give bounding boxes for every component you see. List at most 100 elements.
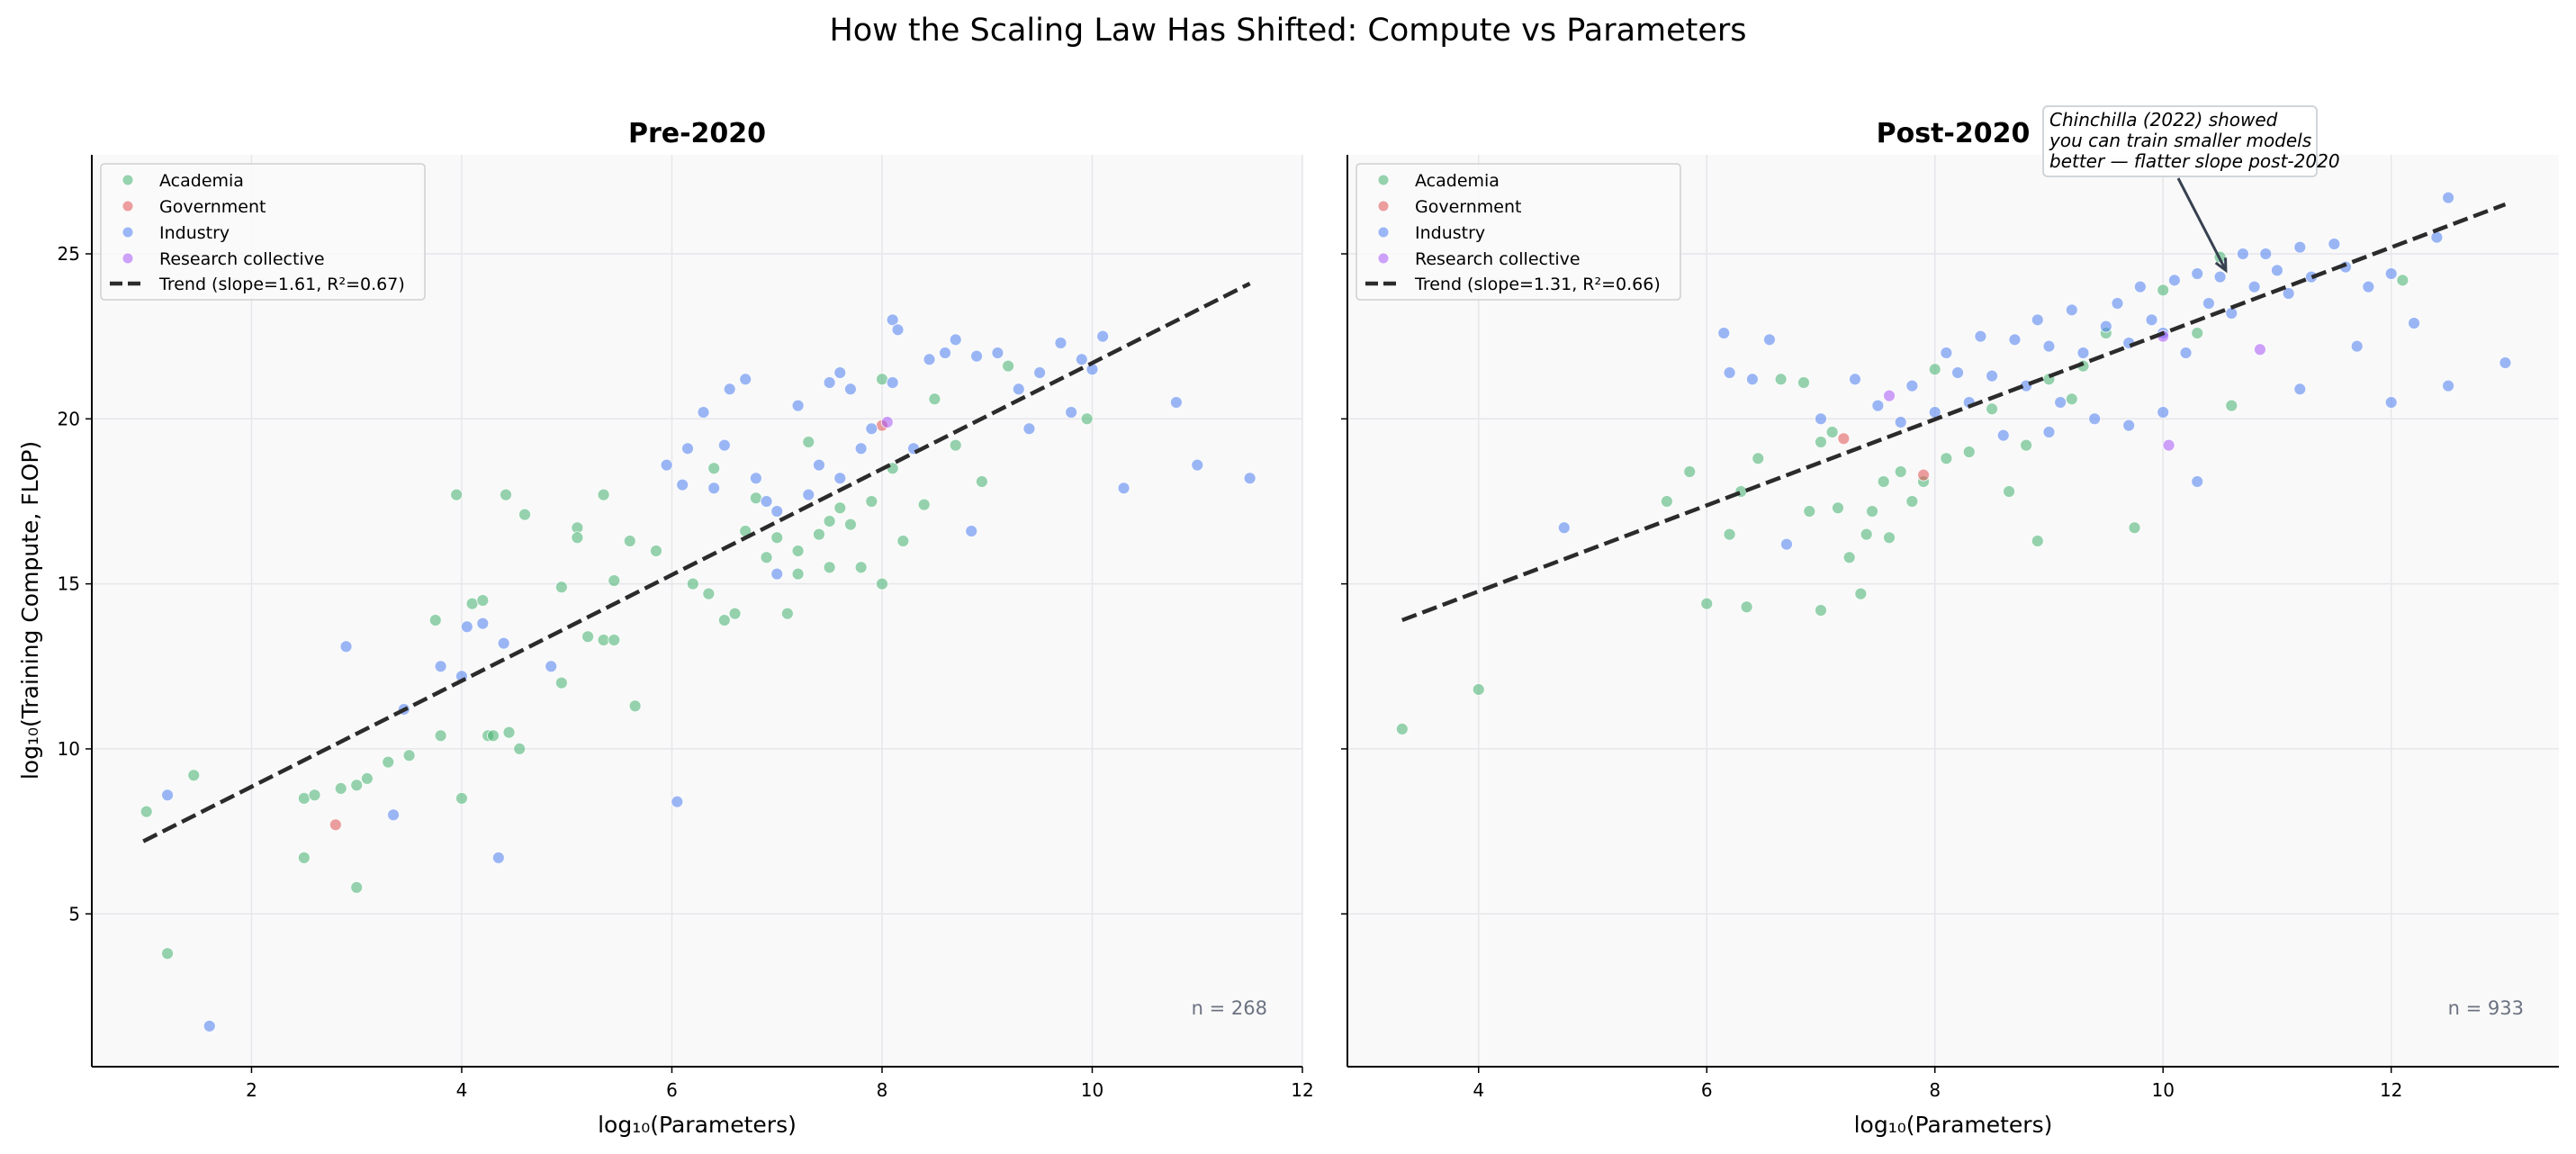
data-point-industry (2350, 339, 2364, 353)
x-tick-label: 8 (1929, 1079, 1941, 1101)
data-point-academia (513, 742, 527, 755)
data-point-industry (2191, 474, 2204, 488)
data-point-academia (760, 551, 773, 564)
data-point-research-collective (2253, 343, 2266, 356)
data-point-industry (891, 323, 905, 337)
data-point-industry (545, 660, 558, 673)
data-point-industry (2328, 237, 2341, 250)
data-point-industry (1065, 405, 1078, 419)
data-point-industry (697, 405, 710, 419)
data-point-industry (676, 478, 689, 491)
annotation-box (2042, 105, 2318, 177)
legend-marker-government (122, 201, 133, 212)
data-point-academia (2020, 438, 2033, 452)
data-point-industry (2282, 286, 2295, 300)
data-point-industry (2293, 240, 2307, 254)
data-point-industry (2042, 425, 2056, 438)
annotation-text: you can train smaller models (2049, 130, 2311, 151)
data-point-academia (518, 508, 532, 521)
data-point-industry (2293, 383, 2307, 396)
plot-area (92, 155, 1302, 1067)
data-point-industry (2430, 230, 2444, 244)
data-point-industry (2259, 247, 2273, 260)
data-point-industry (949, 333, 962, 347)
data-point-academia (608, 573, 621, 587)
data-point-academia (597, 488, 610, 501)
data-point-academia (1472, 682, 1485, 696)
data-point-academia (350, 880, 364, 894)
data-point-academia (554, 581, 568, 594)
data-point-industry (2179, 346, 2193, 359)
panel-post-2020: 4 6 8 10 12 log₁₀(Parameters) Post-2020 n = 933… (1341, 105, 2559, 1138)
data-point-academia (608, 633, 621, 646)
data-point-industry (843, 383, 857, 396)
data-point-academia (2003, 484, 2016, 498)
data-point-academia (597, 633, 610, 646)
data-point-academia (717, 613, 731, 627)
legend-label: Government (159, 197, 266, 217)
data-point-industry (491, 851, 505, 864)
x-tick-label: 4 (1473, 1079, 1484, 1101)
data-point-academia (686, 577, 699, 591)
data-point-industry (717, 438, 731, 452)
data-point-government (329, 818, 342, 832)
data-point-industry (2442, 379, 2455, 392)
data-point-academia (476, 593, 490, 607)
data-point-academia (2191, 326, 2204, 339)
data-point-industry (812, 458, 825, 472)
legend-marker-government (1378, 201, 1389, 212)
data-point-industry (1762, 333, 1776, 347)
data-point-academia (2031, 534, 2044, 547)
data-point-academia (1877, 474, 1890, 488)
data-point-academia (486, 729, 500, 743)
data-point-academia (2396, 274, 2409, 287)
trend-line (142, 281, 1251, 843)
data-point-academia (140, 805, 153, 818)
data-point-industry (1169, 395, 1183, 409)
data-point-academia (1395, 722, 1409, 735)
data-point-industry (460, 620, 473, 634)
x-tick-label: 10 (2151, 1079, 2174, 1101)
data-point-academia (1883, 531, 1896, 545)
legend-label: Research collective (159, 249, 325, 269)
legend-label: Academia (1415, 171, 1500, 191)
legend-label: Research collective (1415, 249, 1581, 269)
data-point-academia (571, 531, 584, 545)
data-point-industry (1075, 353, 1088, 366)
sample-count: n = 268 (1192, 997, 1267, 1019)
data-point-research-collective (2162, 438, 2175, 452)
trend-line (1401, 202, 2507, 623)
data-point-industry (1745, 373, 1759, 386)
data-point-industry (1986, 369, 1999, 383)
data-point-industry (2031, 313, 2044, 327)
x-axis-label: log₁₀(Parameters) (598, 1112, 797, 1138)
legend-box (1356, 163, 1681, 301)
data-point-academia (702, 587, 716, 600)
data-point-academia (187, 769, 201, 782)
data-point-academia (1774, 373, 1788, 386)
data-point-academia (500, 488, 513, 501)
data-point-industry (1723, 365, 1736, 379)
data-point-industry (1022, 422, 1036, 436)
data-point-academia (728, 607, 742, 620)
annotation-text: better — flatter slope post-2020 (2049, 150, 2340, 172)
data-point-industry (2099, 320, 2112, 333)
data-point-academia (297, 851, 311, 864)
data-point-academia (455, 791, 468, 805)
legend-label-trend: Trend (slope=1.31, R²=0.66) (1414, 275, 1661, 294)
data-point-academia (833, 501, 847, 515)
data-point-academia (2065, 392, 2078, 406)
data-point-industry (970, 349, 984, 363)
data-point-academia (791, 544, 805, 557)
data-point-academia (502, 726, 516, 739)
data-point-academia (434, 729, 447, 743)
data-point-industry (2362, 280, 2375, 293)
data-point-industry (1557, 521, 1571, 535)
data-point-academia (1814, 435, 1827, 448)
data-point-industry (991, 346, 1004, 359)
data-point-academia (581, 630, 595, 644)
data-point-industry (802, 488, 815, 501)
data-point-academia (1842, 551, 1856, 564)
y-axis-label: log₁₀(Training Compute, FLOP) (17, 441, 43, 780)
data-point-academia (1894, 464, 1907, 478)
